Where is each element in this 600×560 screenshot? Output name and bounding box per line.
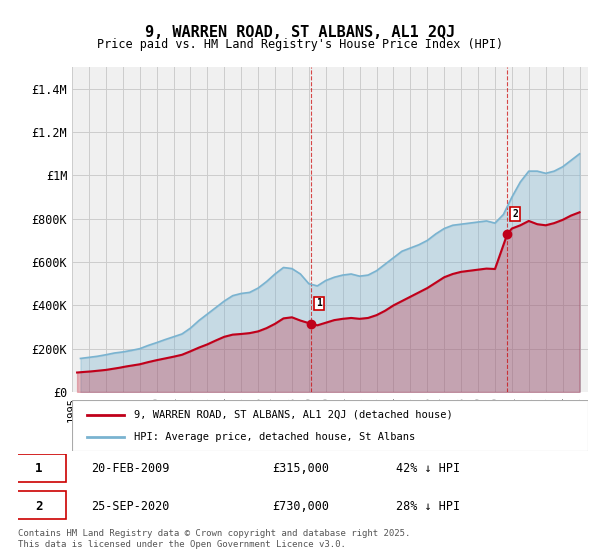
- Text: 9, WARREN ROAD, ST ALBANS, AL1 2QJ (detached house): 9, WARREN ROAD, ST ALBANS, AL1 2QJ (deta…: [134, 409, 452, 419]
- Text: 28% ↓ HPI: 28% ↓ HPI: [396, 500, 460, 512]
- Text: Contains HM Land Registry data © Crown copyright and database right 2025.
This d: Contains HM Land Registry data © Crown c…: [18, 529, 410, 549]
- Text: 2: 2: [512, 209, 518, 218]
- Text: Price paid vs. HM Land Registry's House Price Index (HPI): Price paid vs. HM Land Registry's House …: [97, 38, 503, 51]
- Text: £730,000: £730,000: [272, 500, 329, 512]
- Text: 1: 1: [316, 298, 322, 309]
- FancyBboxPatch shape: [13, 491, 66, 520]
- Text: 2: 2: [35, 500, 43, 512]
- Text: 1: 1: [35, 462, 43, 475]
- Text: 42% ↓ HPI: 42% ↓ HPI: [396, 462, 460, 475]
- Text: HPI: Average price, detached house, St Albans: HPI: Average price, detached house, St A…: [134, 432, 415, 442]
- FancyBboxPatch shape: [72, 400, 588, 451]
- Text: 9, WARREN ROAD, ST ALBANS, AL1 2QJ: 9, WARREN ROAD, ST ALBANS, AL1 2QJ: [145, 25, 455, 40]
- Text: 20-FEB-2009: 20-FEB-2009: [91, 462, 170, 475]
- FancyBboxPatch shape: [13, 454, 66, 482]
- Text: 25-SEP-2020: 25-SEP-2020: [91, 500, 170, 512]
- Text: £315,000: £315,000: [272, 462, 329, 475]
